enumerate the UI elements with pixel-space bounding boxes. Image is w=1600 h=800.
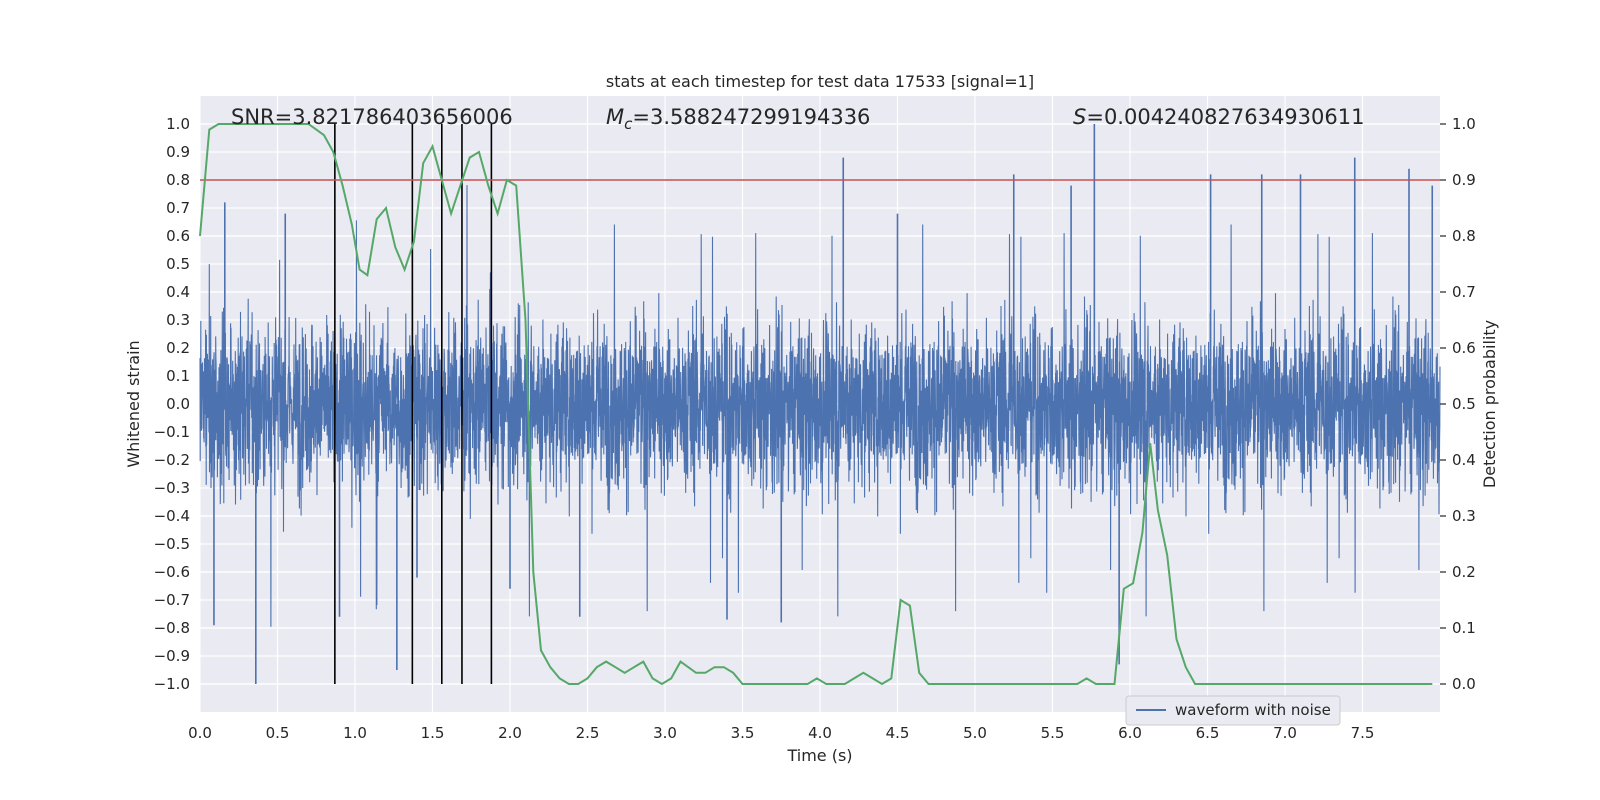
y-tick-label: −0.4 bbox=[154, 507, 190, 525]
y-tick-label: 0.3 bbox=[166, 311, 190, 329]
y-tick-label: −0.9 bbox=[154, 647, 190, 665]
chirp-mass-annotation: Mc=3.588247299194336 bbox=[606, 105, 870, 133]
chart-title: stats at each timestep for test data 175… bbox=[606, 72, 1034, 91]
x-tick-label: 4.5 bbox=[886, 724, 910, 742]
right-y-tick-label: 0.1 bbox=[1452, 619, 1476, 637]
x-tick-label: 0.0 bbox=[188, 724, 212, 742]
x-tick-label: 6.5 bbox=[1196, 724, 1220, 742]
snr-annotation: SNR=3.821786403656006 bbox=[231, 105, 513, 129]
waveform-line bbox=[199, 185, 1441, 627]
right-y-tick-label: 0.9 bbox=[1452, 171, 1476, 189]
legend-box bbox=[1125, 695, 1341, 726]
y-tick-label: −1.0 bbox=[154, 675, 190, 693]
detection-probability-line bbox=[199, 123, 1433, 686]
s-symbol: S bbox=[1073, 105, 1086, 129]
right-y-tick-label: 0.3 bbox=[1452, 507, 1476, 525]
x-tick-label: 1.5 bbox=[421, 724, 445, 742]
y-tick-label: −0.8 bbox=[154, 619, 190, 637]
y-tick-label: 0.1 bbox=[166, 367, 190, 385]
x-tick-label: 6.0 bbox=[1118, 724, 1142, 742]
y-tick-label: 0.0 bbox=[166, 395, 190, 413]
x-tick-label: 7.0 bbox=[1273, 724, 1297, 742]
x-tick-label: 1.0 bbox=[343, 724, 367, 742]
x-tick-label: 5.0 bbox=[963, 724, 987, 742]
y-tick-label: 0.6 bbox=[166, 227, 190, 245]
chirp-mass-symbol: M bbox=[606, 105, 624, 129]
y-tick-label: 0.7 bbox=[166, 199, 190, 217]
y-tick-label: −0.2 bbox=[154, 451, 190, 469]
x-tick-label: 2.5 bbox=[576, 724, 600, 742]
x-tick-label: 0.5 bbox=[266, 724, 290, 742]
y-axis-ticks: −1.0 −0.9 −0.8 −0.7 −0.6 −0.5 −0.4 −0.3 −0.2 −0.1… bbox=[154, 115, 190, 693]
right-y-tick-label: 0.4 bbox=[1452, 451, 1476, 469]
x-tick-label: 3.5 bbox=[731, 724, 755, 742]
s-annotation: S=0.004240827634930611 bbox=[1073, 105, 1364, 129]
y-tick-label: −0.6 bbox=[154, 563, 190, 581]
chirp-mass-value: =3.588247299194336 bbox=[632, 105, 870, 129]
y-tick-label: −0.7 bbox=[154, 591, 190, 609]
y-tick-label: −0.3 bbox=[154, 479, 190, 497]
x-axis-label: Time (s) bbox=[786, 746, 852, 765]
y-tick-label: −0.5 bbox=[154, 535, 190, 553]
x-tick-label: 4.0 bbox=[808, 724, 832, 742]
detection-probability-series bbox=[199, 123, 1433, 686]
right-y-tick-label: 0.7 bbox=[1452, 283, 1476, 301]
y-tick-label: −0.1 bbox=[154, 423, 190, 441]
right-y-axis-label: Detection probability bbox=[1480, 320, 1499, 488]
y-tick-label: 0.4 bbox=[166, 283, 190, 301]
y-tick-label: 0.2 bbox=[166, 339, 190, 357]
right-y-axis-ticks: 0.0 0.1 0.2 0.3 0.4 0.5 0.6 0.7 0.8 0.9 1.0 bbox=[1440, 115, 1476, 693]
legend-label: waveform with noise bbox=[1175, 701, 1331, 719]
legend: waveform with noise bbox=[1125, 695, 1341, 726]
x-axis-ticks: 0.0 0.5 1.0 1.5 2.0 2.5 3.0 3.5 4.0 4.5 5.0 5.5 6.0 6… bbox=[188, 724, 1374, 742]
event-lines bbox=[334, 124, 493, 684]
x-tick-label: 2.0 bbox=[498, 724, 522, 742]
y-tick-label: 1.0 bbox=[166, 115, 190, 133]
s-value: =0.004240827634930611 bbox=[1086, 105, 1364, 129]
x-tick-label: 7.5 bbox=[1351, 724, 1375, 742]
right-y-tick-label: 0.0 bbox=[1452, 675, 1476, 693]
x-tick-label: 5.5 bbox=[1041, 724, 1065, 742]
right-y-tick-label: 0.5 bbox=[1452, 395, 1476, 413]
chirp-mass-subscript: c bbox=[624, 115, 633, 133]
y-axis-label: Whitened strain bbox=[124, 340, 143, 467]
right-y-tick-label: 1.0 bbox=[1452, 115, 1476, 133]
waveform-series bbox=[199, 124, 1441, 684]
y-tick-label: 0.8 bbox=[166, 171, 190, 189]
y-tick-label: 0.9 bbox=[166, 143, 190, 161]
x-tick-label: 3.0 bbox=[653, 724, 677, 742]
right-y-tick-label: 0.6 bbox=[1452, 339, 1476, 357]
right-y-tick-label: 0.2 bbox=[1452, 563, 1476, 581]
y-tick-label: 0.5 bbox=[166, 255, 190, 273]
right-y-tick-label: 0.8 bbox=[1452, 227, 1476, 245]
